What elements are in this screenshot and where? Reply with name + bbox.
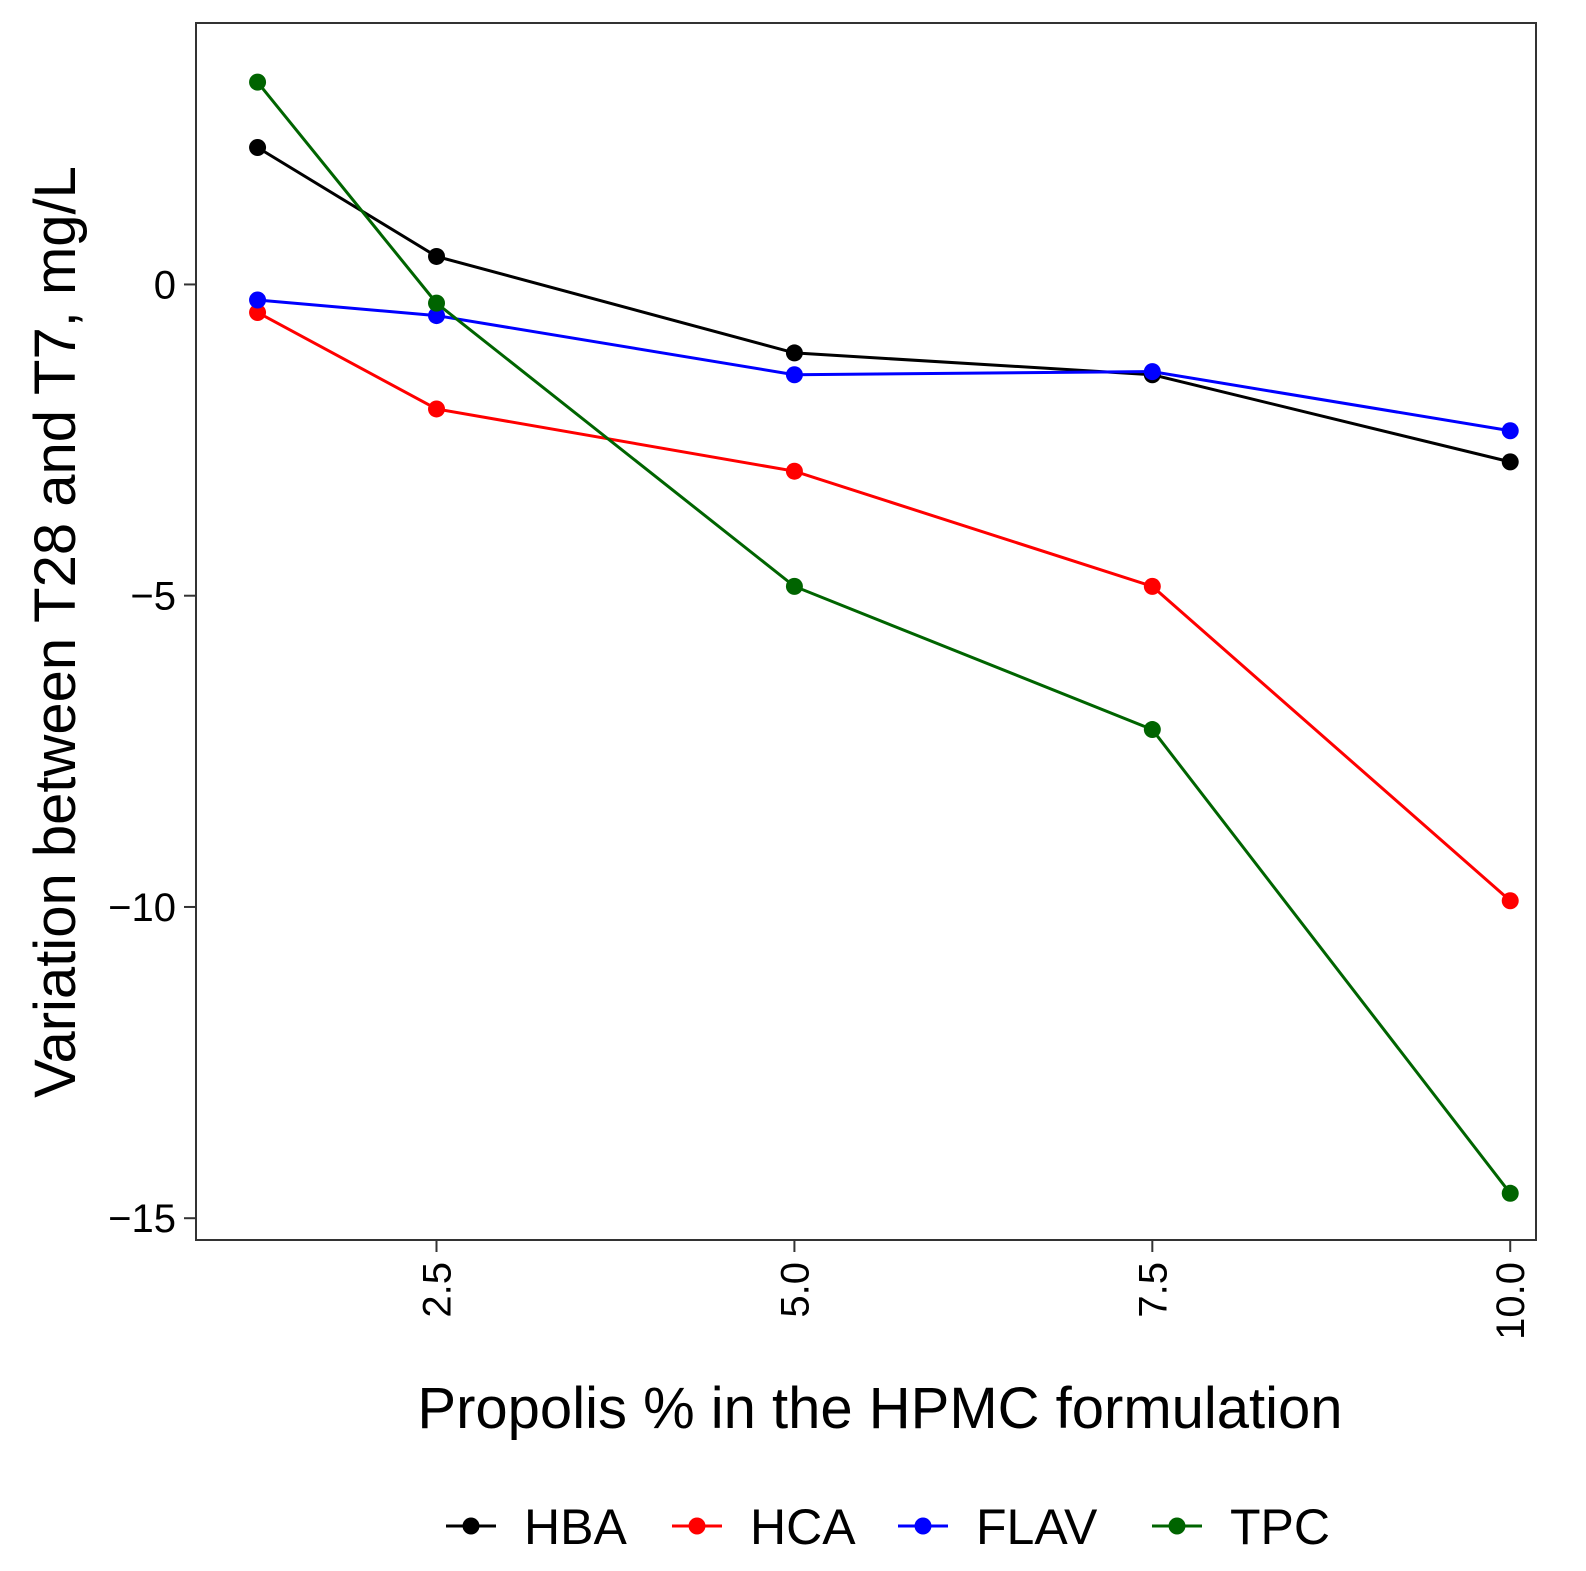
x-tick-label: 10.0 bbox=[1489, 1262, 1533, 1340]
x-tick-label: 5.0 bbox=[773, 1262, 817, 1318]
data-point-hca bbox=[1143, 577, 1161, 595]
data-point-hba bbox=[785, 344, 803, 362]
data-point-hba bbox=[1501, 453, 1519, 471]
data-point-hca bbox=[785, 462, 803, 480]
legend-item-flav: FLAV bbox=[898, 1499, 1098, 1555]
data-point-flav bbox=[1143, 363, 1161, 381]
legend-key-marker bbox=[462, 1517, 480, 1535]
y-tick-label: −5 bbox=[130, 575, 176, 619]
data-point-hca bbox=[1501, 892, 1519, 910]
y-tick-label: −10 bbox=[108, 886, 176, 930]
plot-panel bbox=[195, 22, 1537, 1241]
y-tick-label: −15 bbox=[108, 1197, 176, 1241]
legend-item-hca: HCA bbox=[672, 1499, 856, 1555]
legend-label-tpc: TPC bbox=[1230, 1499, 1330, 1555]
series-hca bbox=[249, 303, 1519, 910]
series-layer bbox=[249, 73, 1519, 1202]
legend-key-marker bbox=[914, 1517, 932, 1535]
data-point-tpc bbox=[249, 73, 267, 91]
data-point-tpc bbox=[1143, 721, 1161, 739]
x-tick-label: 2.5 bbox=[416, 1262, 460, 1318]
y-axis-title: Variation between T28 and T7, mg/L bbox=[23, 166, 88, 1098]
series-hba bbox=[249, 139, 1519, 471]
series-tpc bbox=[249, 73, 1519, 1202]
data-point-hba bbox=[249, 139, 267, 157]
legend-label-hca: HCA bbox=[750, 1499, 856, 1555]
y-axis: 0 −5 −10 −15 bbox=[108, 263, 196, 1241]
data-point-tpc bbox=[1501, 1184, 1519, 1202]
legend-item-hba: HBA bbox=[446, 1499, 627, 1555]
legend-item-tpc: TPC bbox=[1152, 1499, 1330, 1555]
data-point-flav bbox=[249, 291, 267, 309]
data-point-tpc bbox=[428, 294, 446, 312]
x-axis: 2.5 5.0 7.5 10.0 bbox=[416, 1240, 1533, 1340]
legend-key-marker bbox=[1168, 1517, 1186, 1535]
x-tick-label: 7.5 bbox=[1131, 1262, 1175, 1318]
data-point-tpc bbox=[785, 577, 803, 595]
data-point-flav bbox=[785, 366, 803, 384]
data-point-hca bbox=[249, 303, 267, 321]
data-point-flav bbox=[1501, 422, 1519, 440]
data-point-flav bbox=[428, 307, 446, 325]
x-axis-title: Propolis % in the HPMC formulation bbox=[417, 1376, 1342, 1441]
data-point-hca bbox=[428, 400, 446, 418]
data-point-hba bbox=[428, 247, 446, 265]
legend-label-hba: HBA bbox=[524, 1499, 627, 1555]
y-tick-label: 0 bbox=[154, 263, 176, 307]
legend: HBA HCA FLAV TPC bbox=[446, 1499, 1330, 1555]
legend-label-flav: FLAV bbox=[976, 1499, 1098, 1555]
legend-key-marker bbox=[688, 1517, 706, 1535]
series-flav bbox=[249, 291, 1519, 440]
